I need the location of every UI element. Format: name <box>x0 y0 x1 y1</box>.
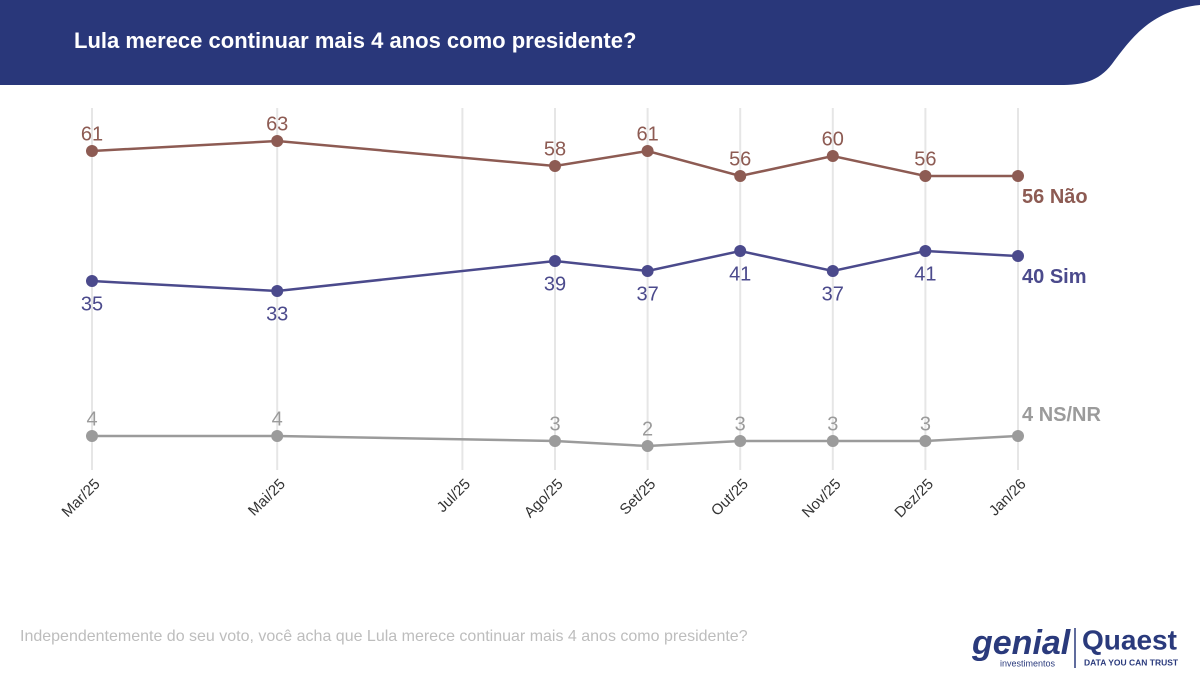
data-label: 61 <box>81 123 103 145</box>
end-label: 56 Não <box>1022 186 1088 208</box>
point <box>826 150 839 162</box>
end-label-value: 4 <box>1022 404 1034 426</box>
point <box>271 430 284 442</box>
data-label: 37 <box>636 283 658 305</box>
x-tick-label: Dez/25 <box>891 476 937 522</box>
point <box>734 245 747 257</box>
data-label: 60 <box>822 128 844 150</box>
data-label: 37 <box>822 283 844 305</box>
data-label: 2 <box>642 418 653 440</box>
end-label: 40 Sim <box>1022 266 1087 288</box>
legend-entry: Sim <box>1050 266 1087 288</box>
data-label: 56 <box>729 148 751 170</box>
x-tick-label: Mar/25 <box>59 476 104 521</box>
point <box>1012 250 1024 262</box>
x-tick-label: Mai/25 <box>245 476 289 520</box>
x-tick-label: Out/25 <box>708 476 752 520</box>
point <box>734 170 747 182</box>
point <box>271 285 284 297</box>
x-tick-label: Ago/25 <box>521 476 567 522</box>
header-band <box>0 0 1200 85</box>
data-label: 41 <box>729 263 751 285</box>
point <box>86 145 98 157</box>
data-label: 35 <box>81 293 103 315</box>
point <box>919 170 932 182</box>
logo-quaest-sub: DATA YOU CAN TRUST <box>1084 657 1179 667</box>
data-label: 33 <box>266 303 288 325</box>
data-label: 63 <box>266 113 288 135</box>
point <box>826 265 839 277</box>
data-label: 3 <box>549 413 560 435</box>
series-line <box>91 249 1019 293</box>
subtitle: Independentemente do seu voto, você acha… <box>20 628 748 645</box>
chart-title: Lula merece continuar mais 4 anos como p… <box>74 28 636 53</box>
data-label: 4 <box>86 408 97 430</box>
logo-genial-sub: investimentos <box>1000 658 1056 668</box>
data-label: 58 <box>544 138 566 160</box>
data-label: 39 <box>544 273 566 295</box>
point <box>1012 430 1024 442</box>
legend-entry: Não <box>1050 186 1088 208</box>
end-label-value: 40 <box>1022 266 1044 288</box>
x-tick-label: Jul/25 <box>434 476 474 516</box>
x-tick-label: Jan/26 <box>986 476 1030 520</box>
point <box>549 435 561 447</box>
point <box>86 275 98 287</box>
point <box>271 135 284 147</box>
logo-genial: genial <box>971 624 1072 662</box>
data-label: 4 <box>272 408 283 430</box>
point <box>1012 170 1024 182</box>
point <box>734 435 747 447</box>
data-label: 41 <box>914 263 936 285</box>
point <box>641 265 654 277</box>
point <box>549 255 561 267</box>
x-tick-label: Nov/25 <box>799 476 845 522</box>
point <box>641 440 654 452</box>
point <box>919 245 932 257</box>
point <box>919 435 932 447</box>
data-label: 56 <box>914 148 936 170</box>
logo-quaest: Quaest <box>1082 624 1177 655</box>
x-tick-label: Set/25 <box>617 476 660 519</box>
series-line <box>91 139 1018 178</box>
point <box>549 160 561 172</box>
data-label: 3 <box>827 413 838 435</box>
point <box>86 430 98 442</box>
point <box>641 145 654 157</box>
end-label: 4 NS/NR <box>1022 404 1101 426</box>
data-label: 3 <box>735 413 746 435</box>
point <box>826 435 839 447</box>
series-line <box>92 434 1019 448</box>
data-label: 3 <box>920 413 931 435</box>
legend-entry: NS/NR <box>1039 404 1102 426</box>
data-label: 61 <box>636 123 658 145</box>
end-label-value: 56 <box>1022 186 1044 208</box>
